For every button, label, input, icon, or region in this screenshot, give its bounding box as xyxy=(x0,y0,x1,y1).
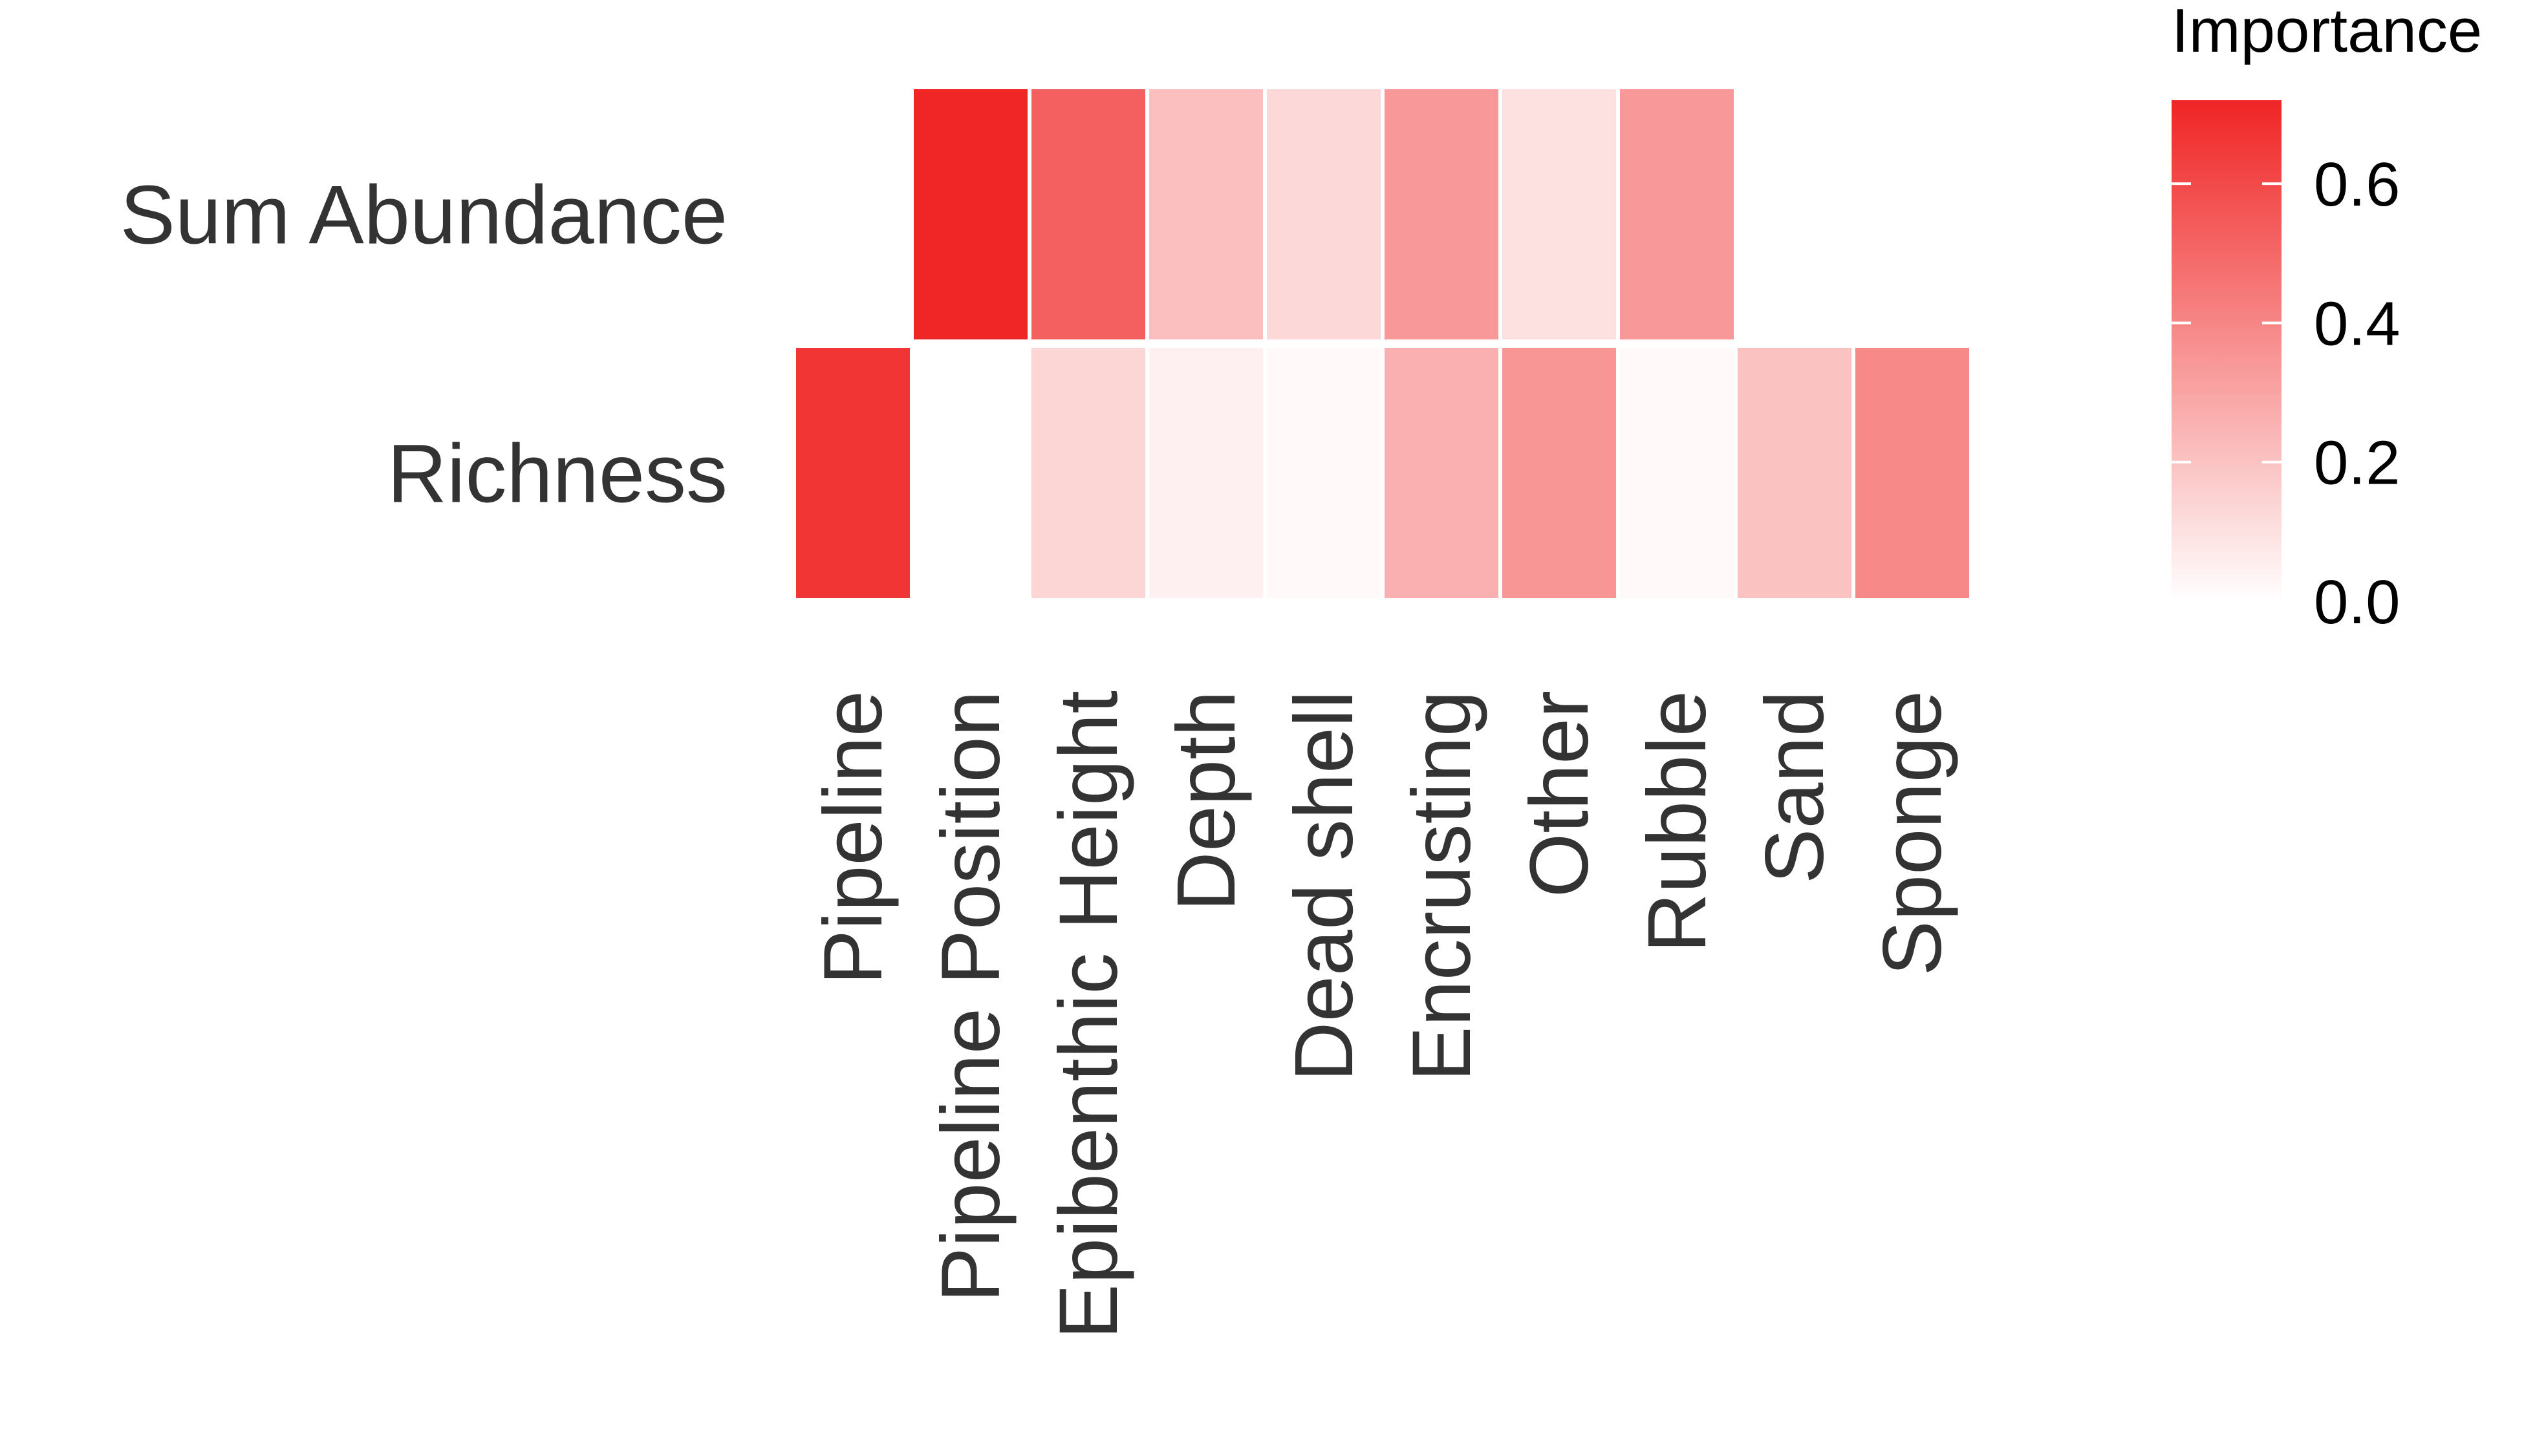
x-axis-labels: Pipeline Pipeline Position Epibenthic Heig… xyxy=(807,691,1959,1339)
x-tick-label: Other xyxy=(1513,691,1606,897)
legend-tick-label: 0.0 xyxy=(2314,568,2400,637)
legend-tick-label: 0.4 xyxy=(2314,289,2400,358)
heatmap-cell xyxy=(1031,89,1145,339)
x-tick-label: Rubble xyxy=(1631,691,1723,953)
heatmap-cell xyxy=(1149,89,1263,339)
color-legend: Importance 0.0 0.2 0.4 0.6 xyxy=(2172,0,2482,637)
x-tick-label: Epibenthic Height xyxy=(1042,691,1135,1339)
x-tick-label: Encrusting xyxy=(1396,691,1488,1082)
heatmap-cell xyxy=(914,89,1028,339)
legend-tick-label: 0.2 xyxy=(2314,429,2400,498)
heatmap-cell xyxy=(1267,89,1381,339)
heatmap-cell xyxy=(796,348,910,598)
heatmap-cell xyxy=(1502,348,1616,598)
x-tick-label: Dead shell xyxy=(1278,691,1370,1082)
legend-title: Importance xyxy=(2172,0,2482,65)
heatmap-cell xyxy=(1385,348,1498,598)
x-tick-label: Pipeline xyxy=(807,691,900,985)
heatmap-cell xyxy=(1620,89,1734,339)
x-tick-label: Sand xyxy=(1749,691,1841,884)
heatmap-cell xyxy=(1031,348,1145,598)
heatmap-cell xyxy=(1385,89,1498,339)
y-tick-label: Sum Abundance xyxy=(120,169,728,262)
legend-colorbar xyxy=(2172,100,2282,601)
heatmap-cell xyxy=(1267,348,1381,598)
legend-ticks: 0.0 0.2 0.4 0.6 xyxy=(2172,150,2400,637)
heatmap-cell xyxy=(1149,348,1263,598)
x-tick-label: Depth xyxy=(1160,691,1253,912)
heatmap-cell xyxy=(1738,348,1851,598)
y-tick-label: Richness xyxy=(387,428,728,520)
y-axis-labels: Sum Abundance Richness xyxy=(120,169,728,520)
legend-tick-label: 0.6 xyxy=(2314,150,2400,219)
heatmap-cell xyxy=(1502,89,1616,339)
heatmap-cell xyxy=(1855,348,1969,598)
heatmap-cell xyxy=(796,89,910,339)
heatmap-cell xyxy=(1620,348,1734,598)
heatmap-cells xyxy=(796,89,1969,598)
x-tick-label: Pipeline Position xyxy=(925,691,1017,1302)
x-tick-label: Sponge xyxy=(1866,691,1959,976)
